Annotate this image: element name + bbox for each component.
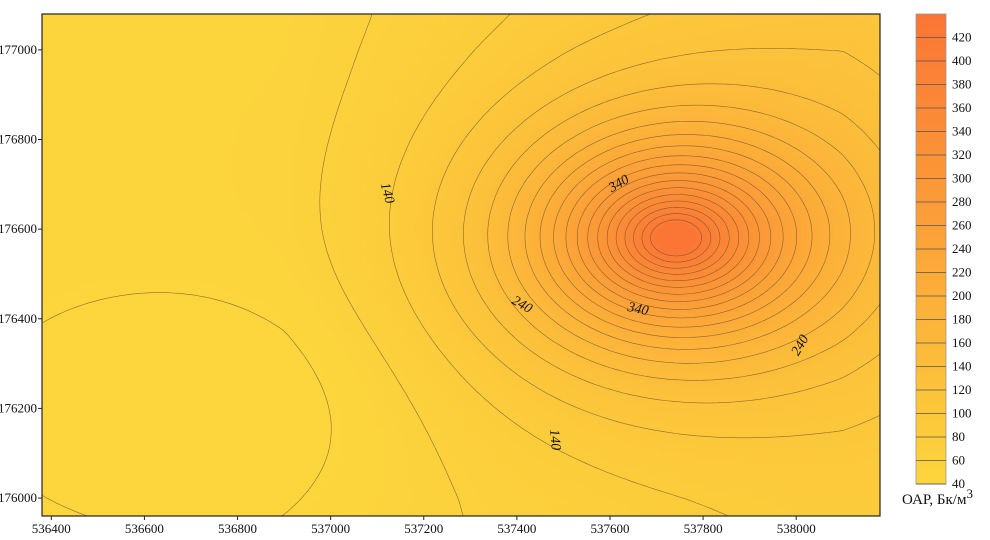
colorbar-label: 420: [952, 30, 972, 45]
contour-line-120: [463, 48, 880, 404]
contour-lines: [42, 14, 880, 516]
colorbar-label: 320: [952, 147, 972, 162]
contour-line-380: [633, 207, 721, 269]
colorbar: 420 400 380 360 340 320 300 280 260 240 220 200 180 1…: [915, 13, 972, 491]
x-tick-label: 537000: [311, 521, 350, 536]
x-tick-label: 537800: [684, 521, 723, 536]
plot-frame: [41, 13, 881, 517]
colorbar-label: 100: [952, 406, 972, 421]
colorbar-label: 140: [952, 359, 972, 374]
contour-line-240: [565, 155, 797, 319]
contour-label: 140: [546, 429, 563, 451]
y-tick-label: 7176600: [0, 221, 37, 236]
contour-line-320: [606, 187, 750, 288]
colorbar-label: 240: [952, 241, 972, 256]
x-tick-label: 536400: [32, 521, 71, 536]
colorbar-label: 160: [952, 335, 972, 350]
contour-label: 340: [625, 300, 650, 319]
x-tick-label: 536600: [125, 521, 164, 536]
contour-line-280: [587, 172, 772, 302]
contour-line-80: [389, 14, 729, 516]
colorbar-label: 260: [952, 218, 972, 233]
y-axis: 7176000 7176200 7176400 7176600 7176800 71770…: [0, 42, 42, 505]
colorbar-label: 340: [952, 124, 972, 139]
colorbar-unit-label: ОАР, Бк/м3: [902, 486, 973, 508]
contour-line-180: [524, 121, 851, 350]
colorbar-label: 300: [952, 171, 972, 186]
colorbar-label: 120: [952, 382, 972, 397]
contour-line-360: [624, 200, 730, 275]
contour-line-160: [507, 104, 875, 364]
contour-line-220: [553, 145, 813, 328]
contour-line-260: [576, 164, 784, 310]
colorbar-label: 200: [952, 288, 972, 303]
y-tick-label: 7176000: [0, 490, 37, 505]
unit-text: ОАР, Бк/м: [902, 492, 967, 508]
colorbar-label: 180: [952, 312, 972, 327]
contour-line-60: [319, 14, 464, 516]
contour-line-40: [42, 292, 332, 516]
contour-label: 140: [377, 181, 397, 205]
colorbar-label: 220: [952, 265, 972, 280]
contour-line-300: [597, 180, 760, 295]
contour-line-340: [615, 194, 740, 281]
colorbar-label: 40: [952, 476, 965, 491]
x-tick-label: 536800: [218, 521, 257, 536]
x-tick-label: 537400: [497, 521, 536, 536]
colorbar-label: 80: [952, 429, 965, 444]
y-tick-label: 7177000: [0, 42, 37, 57]
x-tick-label: 537600: [590, 521, 629, 536]
colorbar-label: 380: [952, 77, 972, 92]
contour-line-400: [641, 213, 712, 263]
x-tick-label: 538000: [777, 521, 816, 536]
contour-line-200: [539, 134, 831, 338]
colorbar-label: 360: [952, 100, 972, 115]
contour-line-140: [487, 83, 880, 381]
colorbar-label: 60: [952, 453, 965, 468]
colorbar-label: 280: [952, 194, 972, 209]
y-tick-label: 7176400: [0, 311, 37, 326]
y-tick-label: 7176800: [0, 132, 37, 147]
contour-fill: [42, 14, 880, 516]
colorbar-label: 400: [952, 53, 972, 68]
x-tick-label: 537200: [404, 521, 443, 536]
contour-line-420: [650, 219, 703, 257]
y-tick-label: 7176200: [0, 400, 37, 415]
unit-superscript: 3: [966, 486, 973, 501]
x-axis: 536400 536600 536800 537000 537200 537400 5376…: [32, 516, 816, 536]
contour-line-100: [432, 14, 880, 439]
